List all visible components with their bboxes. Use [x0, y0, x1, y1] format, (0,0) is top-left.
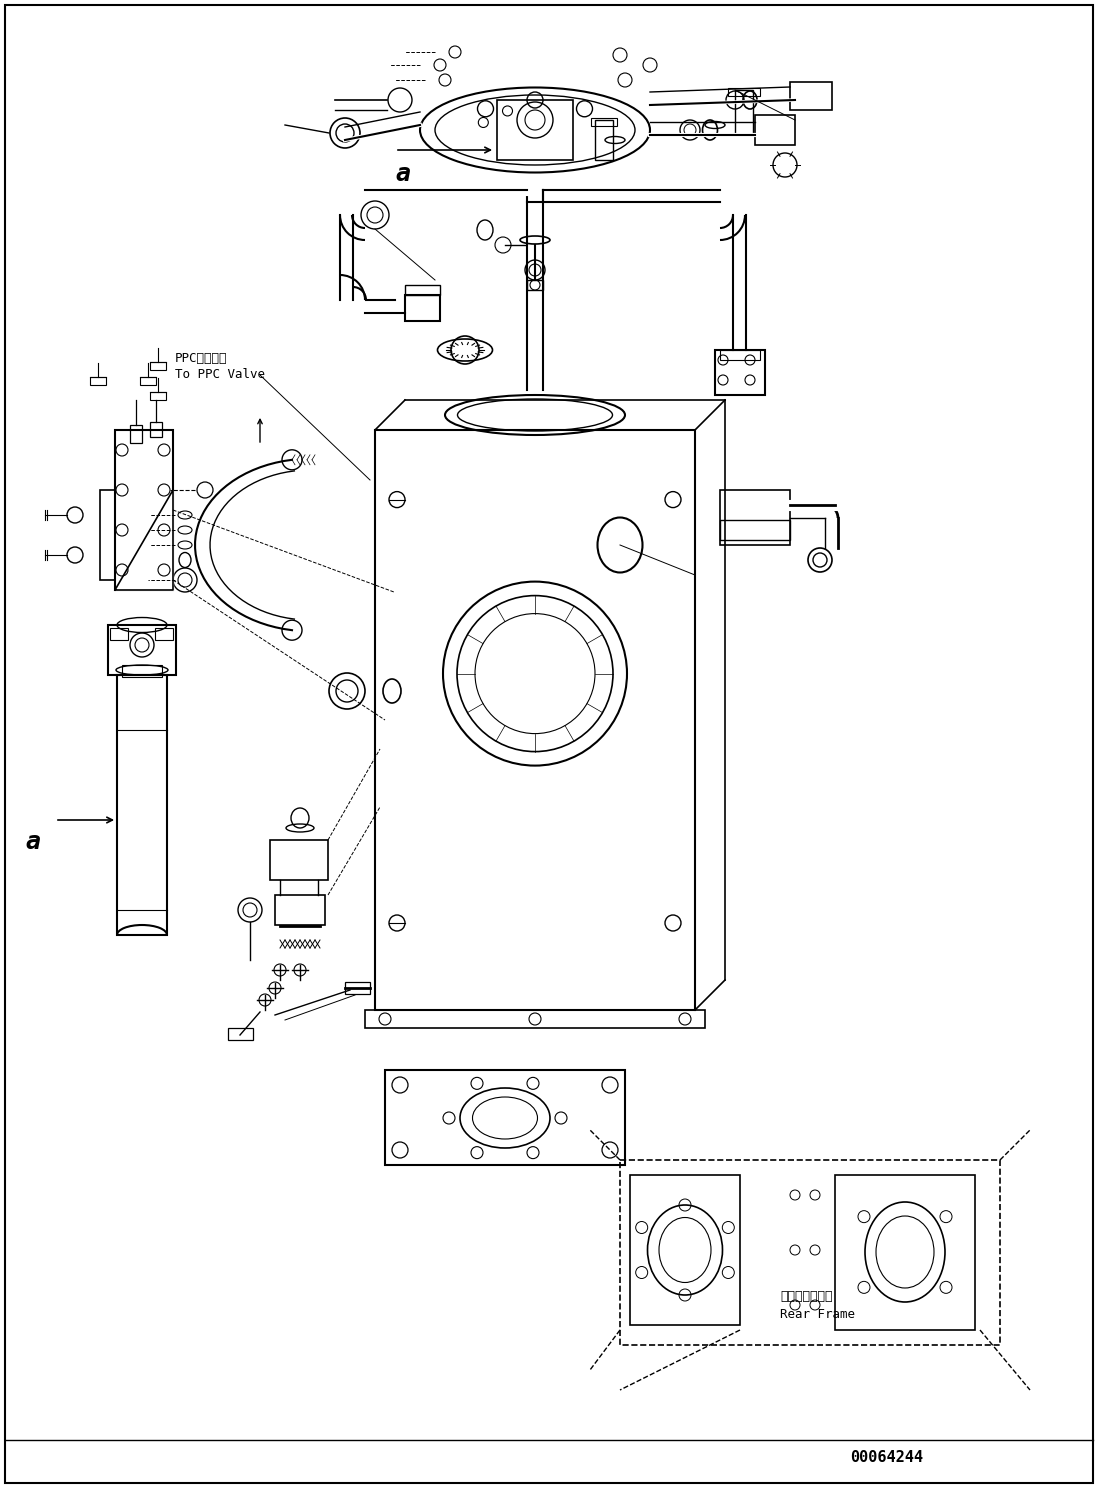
Bar — [789, 82, 832, 110]
Bar — [345, 982, 370, 994]
Text: リヤーフレーム: リヤーフレーム — [780, 1290, 832, 1303]
Bar — [720, 490, 789, 545]
Text: a: a — [395, 162, 410, 186]
Bar — [150, 423, 163, 437]
Bar — [155, 628, 173, 640]
Bar — [100, 490, 115, 580]
Bar — [130, 426, 142, 443]
Bar — [595, 121, 613, 161]
Text: To PPC Valve: To PPC Valve — [175, 368, 265, 381]
Bar — [274, 894, 325, 926]
Bar — [755, 115, 795, 144]
Bar — [715, 350, 765, 394]
Bar — [834, 1176, 975, 1330]
Bar — [108, 625, 176, 676]
Polygon shape — [115, 490, 173, 591]
Bar — [376, 430, 695, 1010]
Text: 00064244: 00064244 — [850, 1449, 923, 1466]
Bar — [150, 391, 166, 400]
Bar — [228, 1028, 253, 1040]
Bar — [110, 628, 128, 640]
Bar — [405, 295, 440, 321]
Text: Rear Frame: Rear Frame — [780, 1308, 855, 1321]
Bar — [270, 841, 328, 879]
Bar — [720, 519, 789, 540]
Bar — [115, 430, 173, 591]
Bar — [720, 350, 760, 360]
Bar — [90, 376, 107, 385]
Bar — [141, 376, 156, 385]
Bar — [405, 286, 440, 295]
Text: PPCバルブへ: PPCバルブへ — [175, 353, 227, 365]
Bar — [365, 1010, 705, 1028]
Bar — [150, 362, 166, 371]
Bar — [735, 89, 753, 135]
Bar — [117, 676, 167, 934]
Bar — [630, 1176, 740, 1324]
Bar — [497, 100, 573, 161]
Text: a: a — [25, 830, 40, 854]
Bar — [591, 118, 617, 126]
Bar — [620, 1161, 1000, 1345]
Bar — [728, 88, 760, 97]
Bar — [122, 665, 163, 677]
Bar — [385, 1070, 625, 1165]
Bar — [527, 280, 544, 290]
